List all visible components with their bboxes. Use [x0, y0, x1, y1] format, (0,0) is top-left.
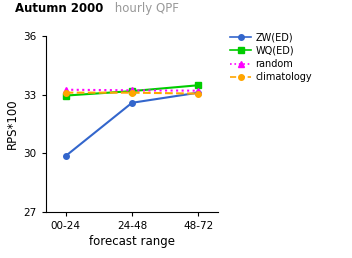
Text: hourly QPF: hourly QPF — [111, 2, 179, 15]
random — [130, 89, 134, 92]
Legend: ZW(ED), WQ(ED), random, climatology: ZW(ED), WQ(ED), random, climatology — [230, 32, 312, 82]
WQ(ED) — [64, 94, 68, 97]
climatology — [196, 92, 200, 95]
climatology — [130, 91, 134, 94]
Text: Autumn 2000: Autumn 2000 — [15, 2, 103, 15]
Line: climatology: climatology — [63, 90, 201, 96]
Line: WQ(ED): WQ(ED) — [63, 83, 201, 98]
WQ(ED) — [196, 84, 200, 87]
random — [64, 88, 68, 91]
Line: ZW(ED): ZW(ED) — [63, 90, 201, 159]
Line: random: random — [63, 87, 201, 93]
ZW(ED) — [130, 101, 134, 104]
ZW(ED) — [196, 91, 200, 94]
climatology — [64, 91, 68, 94]
Y-axis label: RPS*100: RPS*100 — [6, 99, 19, 149]
ZW(ED) — [64, 155, 68, 158]
X-axis label: forecast range: forecast range — [89, 235, 175, 248]
random — [196, 89, 200, 92]
WQ(ED) — [130, 90, 134, 93]
